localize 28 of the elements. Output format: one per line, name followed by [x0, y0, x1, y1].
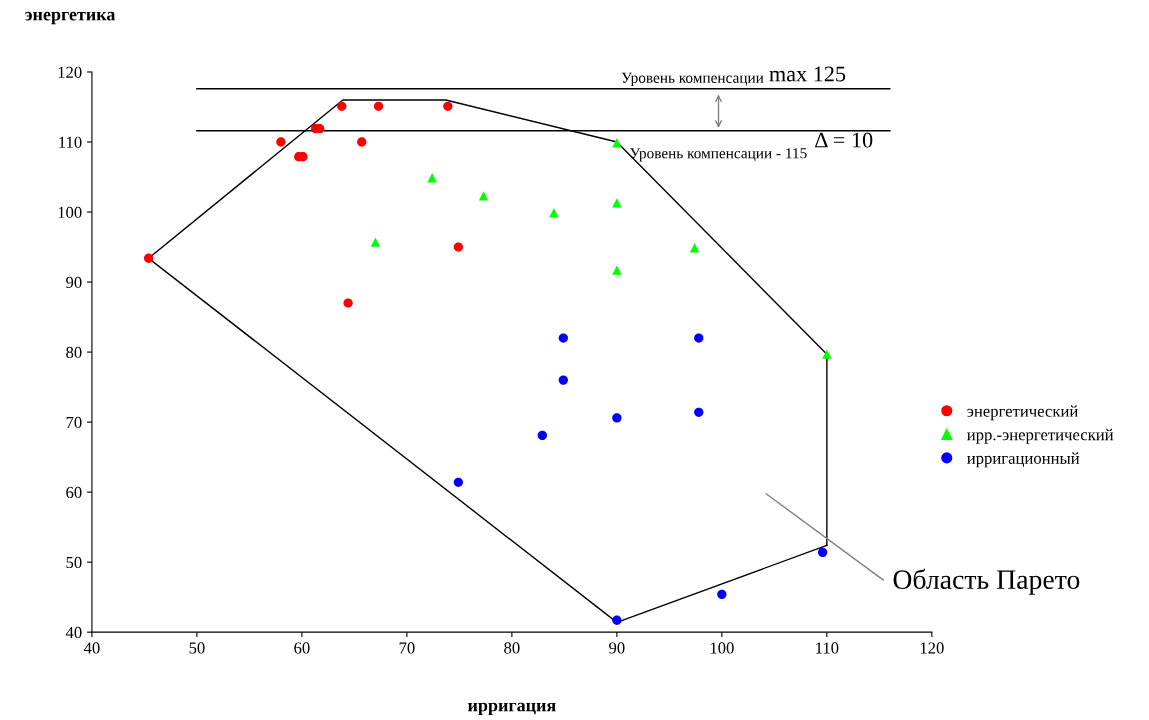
y-tick-label: 50: [66, 556, 82, 569]
y-tick-label: 110: [59, 136, 82, 148]
y-tick-label: 70: [66, 416, 82, 429]
x-tick-label: 100: [710, 642, 734, 654]
y-tick-label: 100: [58, 206, 82, 218]
annotation: Уровень компенсации - 115: [629, 148, 807, 162]
legend-label: ирригационный: [967, 452, 1080, 468]
y-tick-label: 40: [65, 626, 82, 639]
annotation: Уровень компенсации: [621, 72, 764, 86]
x-tick-label: 40: [83, 642, 100, 654]
legend-label: ирр.-энергетический: [967, 428, 1114, 444]
x-tick-label: 50: [189, 642, 205, 654]
legend-label: энергетический: [967, 405, 1078, 421]
x-tick-label: 110: [816, 642, 839, 654]
y-axis-title: энергетика: [25, 11, 116, 25]
x-tick-label: 60: [294, 642, 310, 654]
y-tick-label: 80: [66, 346, 82, 359]
x-axis-title: ирригация: [468, 702, 556, 716]
y-tick-label: 120: [58, 66, 82, 78]
x-tick-label: 120: [920, 642, 944, 654]
y-tick-label: 60: [66, 486, 82, 499]
x-tick-label: 90: [609, 642, 625, 654]
annotation: Область Парето: [893, 568, 1080, 595]
x-tick-label: 70: [399, 642, 415, 654]
annotation: Δ = 10: [815, 132, 873, 148]
y-tick-label: 90: [66, 276, 82, 289]
x-tick-label: 80: [504, 642, 520, 654]
annotation: max 125: [769, 66, 846, 82]
